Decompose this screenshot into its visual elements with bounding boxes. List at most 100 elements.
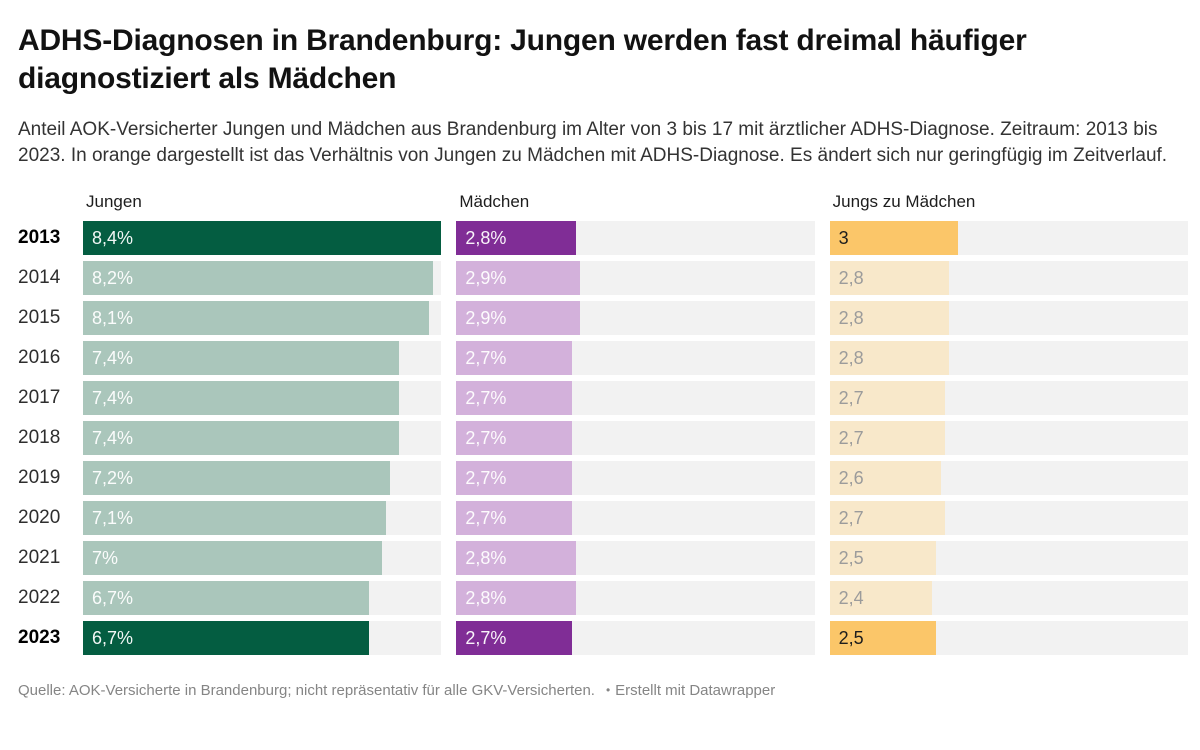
maedchen-value-label: 2,7% [465, 387, 507, 408]
column-headers: Jungen Mädchen Jungs zu Mädchen [18, 192, 1188, 212]
year-label: 2022 [18, 587, 61, 608]
maedchen-bar-track: 2,7% [456, 461, 815, 495]
maedchen-bar-track: 2,8% [456, 221, 815, 255]
column-header-jungen: Jungen [86, 192, 142, 211]
ratio-bar-track: 2,7 [829, 421, 1188, 455]
jungen-bar-track: 8,2% [83, 261, 442, 295]
maedchen-bar-track: 2,8% [456, 541, 815, 575]
ratio-bar-track: 2,8 [829, 341, 1188, 375]
ratio-value-label: 2,8 [838, 307, 864, 328]
jungen-bar-track: 7,4% [83, 381, 442, 415]
jungen-value-label: 7,4% [92, 427, 134, 448]
year-label: 2016 [18, 347, 61, 368]
table-row: 2021 7% 2,8% 2,5 [18, 541, 1188, 575]
ratio-bar-track: 2,4 [829, 581, 1188, 615]
jungen-value-label: 7,2% [92, 467, 134, 488]
jungen-bar-track: 7,4% [83, 341, 442, 375]
ratio-bar-track: 2,5 [829, 541, 1188, 575]
ratio-value-label: 2,8 [838, 267, 864, 288]
jungen-value-label: 6,7% [92, 627, 134, 648]
maedchen-bar: 2,7% [456, 421, 572, 455]
maedchen-bar-track: 2,7% [456, 621, 815, 655]
jungen-value-label: 7,4% [92, 347, 134, 368]
ratio-value-label: 2,5 [838, 627, 864, 648]
table-row: 2018 7,4% 2,7% 2,7 [18, 421, 1188, 455]
maedchen-bar: 2,8% [456, 541, 576, 575]
jungen-value-label: 7% [92, 547, 119, 568]
maedchen-bar-track: 2,7% [456, 501, 815, 535]
maedchen-bar: 2,8% [456, 221, 576, 255]
ratio-bar-track: 2,5 [829, 621, 1188, 655]
ratio-value-label: 2,6 [838, 467, 864, 488]
jungen-bar-track: 8,4% [83, 221, 442, 255]
ratio-bar: 2,7 [829, 381, 945, 415]
table-row: 2014 8,2% 2,9% 2,8 [18, 261, 1188, 295]
maedchen-bar-track: 2,9% [456, 301, 815, 335]
jungen-bar: 7% [83, 541, 382, 575]
ratio-value-label: 2,7 [838, 507, 864, 528]
source-note: Quelle: AOK-Versicherte in Brandenburg; … [18, 682, 595, 699]
jungen-bar: 8,1% [83, 301, 429, 335]
year-label: 2019 [18, 467, 61, 488]
year-label: 2017 [18, 387, 61, 408]
bar-table-chart: Jungen Mädchen Jungs zu Mädchen 2013 8,4%… [18, 192, 1188, 655]
year-label: 2018 [18, 427, 61, 448]
ratio-bar: 2,5 [829, 621, 937, 655]
maedchen-bar: 2,7% [456, 621, 572, 655]
jungen-value-label: 7,1% [92, 507, 134, 528]
footer-separator: • [605, 683, 611, 697]
ratio-bar: 2,7 [829, 421, 945, 455]
maedchen-bar: 2,9% [456, 301, 581, 335]
ratio-bar: 2,7 [829, 501, 945, 535]
ratio-value-label: 2,7 [838, 387, 864, 408]
maedchen-bar: 2,8% [456, 581, 576, 615]
maedchen-bar-track: 2,9% [456, 261, 815, 295]
ratio-bar-track: 2,7 [829, 501, 1188, 535]
ratio-value-label: 2,5 [838, 547, 864, 568]
jungen-bar-track: 6,7% [83, 581, 442, 615]
jungen-value-label: 8,1% [92, 307, 134, 328]
ratio-bar-track: 2,6 [829, 461, 1188, 495]
chart-rows: 2013 8,4% 2,8% 3 2014 8,2% 2,9% 2,8 2015 8,1% 2,9%… [18, 221, 1188, 655]
jungen-bar: 6,7% [83, 621, 369, 655]
jungen-bar: 6,7% [83, 581, 369, 615]
column-header-ratio: Jungs zu Mädchen [832, 192, 976, 211]
ratio-bar-track: 2,8 [829, 261, 1188, 295]
table-row: 2023 6,7% 2,7% 2,5 [18, 621, 1188, 655]
year-label: 2014 [18, 267, 61, 288]
datawrapper-credit-link[interactable]: Erstellt mit Datawrapper [615, 682, 776, 699]
jungen-bar-track: 8,1% [83, 301, 442, 335]
column-header-maedchen: Mädchen [459, 192, 530, 211]
jungen-bar: 8,4% [83, 221, 442, 255]
jungen-bar: 7,4% [83, 381, 399, 415]
maedchen-bar: 2,7% [456, 341, 572, 375]
table-row: 2019 7,2% 2,7% 2,6 [18, 461, 1188, 495]
maedchen-bar: 2,9% [456, 261, 581, 295]
maedchen-value-label: 2,9% [465, 307, 507, 328]
ratio-bar: 2,4 [829, 581, 933, 615]
maedchen-bar-track: 2,8% [456, 581, 815, 615]
ratio-bar: 2,6 [829, 461, 941, 495]
jungen-value-label: 7,4% [92, 387, 134, 408]
jungen-value-label: 8,2% [92, 267, 134, 288]
maedchen-bar: 2,7% [456, 501, 572, 535]
table-row: 2013 8,4% 2,8% 3 [18, 221, 1188, 255]
maedchen-value-label: 2,7% [465, 427, 507, 448]
maedchen-bar-track: 2,7% [456, 381, 815, 415]
ratio-bar: 2,5 [829, 541, 937, 575]
ratio-bar-track: 3 [829, 221, 1188, 255]
page-title: ADHS-Diagnosen in Brandenburg: Jungen we… [18, 24, 1027, 95]
year-label: 2020 [18, 507, 61, 528]
ratio-bar: 3 [829, 221, 958, 255]
ratio-value-label: 2,4 [838, 587, 864, 608]
year-label: 2013 [18, 227, 61, 248]
year-label: 2021 [18, 547, 61, 568]
maedchen-bar: 2,7% [456, 381, 572, 415]
jungen-value-label: 6,7% [92, 587, 134, 608]
table-row: 2022 6,7% 2,8% 2,4 [18, 581, 1188, 615]
jungen-bar-track: 6,7% [83, 621, 442, 655]
jungen-bar: 7,4% [83, 341, 399, 375]
ratio-value-label: 2,7 [838, 427, 864, 448]
ratio-bar-track: 2,7 [829, 381, 1188, 415]
